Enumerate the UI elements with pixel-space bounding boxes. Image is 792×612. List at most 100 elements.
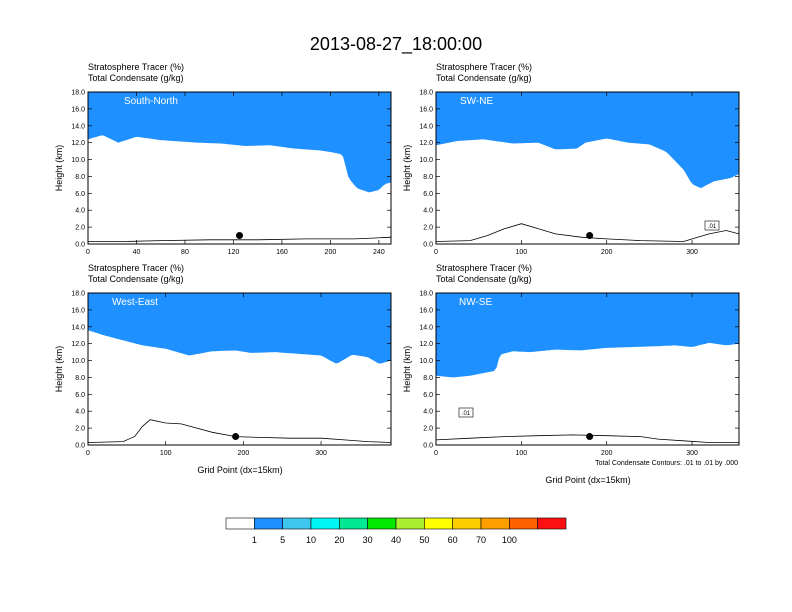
- x-tick-label: 0: [434, 249, 438, 256]
- subtitle-tracer: Stratosphere Tracer (%): [88, 263, 184, 273]
- colorbar-label: 20: [334, 535, 344, 545]
- y-axis-label: Height (km): [54, 346, 64, 393]
- colorbar-swatch: [452, 517, 482, 530]
- subtitle-condensate: Total Condensate (g/kg): [88, 73, 184, 83]
- colorbar-swatch: [395, 517, 425, 530]
- y-tick-label: 8.0: [423, 375, 433, 382]
- y-tick-label: 12.0: [419, 140, 433, 147]
- contour-label-box: [458, 407, 474, 418]
- figure-title: 2013-08-27_18:00:00: [310, 34, 482, 55]
- x-tick-label: 0: [86, 450, 90, 457]
- x-tick-label: 200: [601, 450, 613, 457]
- tracer-band-10: [436, 92, 739, 188]
- tracer-band-10: [88, 293, 391, 364]
- y-tick-label: 0.0: [75, 242, 85, 249]
- subtitle-tracer: Stratosphere Tracer (%): [436, 263, 532, 273]
- subtitle-tracer: Stratosphere Tracer (%): [436, 62, 532, 72]
- x-tick-label: 120: [228, 249, 240, 256]
- y-tick-label: 12.0: [71, 140, 85, 147]
- y-tick-label: 18.0: [71, 291, 85, 298]
- y-tick-label: 0.0: [423, 242, 433, 249]
- location-marker: [586, 232, 594, 240]
- y-tick-label: 4.0: [75, 208, 85, 215]
- contour-label: .01: [708, 224, 717, 230]
- y-tick-label: 8.0: [75, 174, 85, 181]
- y-tick-label: 6.0: [75, 191, 85, 198]
- y-tick-label: 10.0: [419, 358, 433, 365]
- panel-south-north: Stratosphere Tracer (%) Total Condensate…: [54, 62, 392, 256]
- subtitle-condensate: Total Condensate (g/kg): [436, 73, 532, 83]
- y-tick-label: 6.0: [75, 392, 85, 399]
- y-tick-label: 0.0: [423, 443, 433, 450]
- colorbar-label: 10: [306, 535, 316, 545]
- tracer-band-10: [436, 293, 739, 378]
- y-tick-label: 14.0: [419, 123, 433, 130]
- contour-label-box: [704, 220, 720, 231]
- y-tick-label: 16.0: [419, 106, 433, 113]
- x-axis-label: Grid Point (dx=15km): [545, 475, 630, 485]
- colorbar-label: 1: [252, 535, 257, 545]
- colorbar-swatch: [225, 517, 255, 530]
- colorbar-swatch: [480, 517, 510, 530]
- y-tick-label: 14.0: [419, 324, 433, 331]
- y-tick-label: 14.0: [71, 324, 85, 331]
- y-axis-label: Height (km): [54, 145, 64, 192]
- plot-area: 0.0 2.0 4.0 6.0 8.0 10.0 12.0 14.0 16.0 18.0 0 40 80…: [71, 90, 392, 256]
- y-tick-label: 10.0: [71, 157, 85, 164]
- tracer-field: [88, 293, 391, 445]
- colorbar-label: 5: [280, 535, 285, 545]
- terrain: [88, 419, 391, 445]
- colorbar-label: 30: [363, 535, 373, 545]
- contour-label: .01: [462, 411, 471, 417]
- x-tick-label: 100: [160, 450, 172, 457]
- colorbar: 1 5 10 20 30 40 50 60 70 100: [225, 517, 567, 545]
- colorbar-swatch: [537, 517, 567, 530]
- colorbar-swatch: [254, 517, 283, 530]
- x-tick-label: 200: [325, 249, 337, 256]
- colorbar-swatch: [339, 517, 368, 530]
- tracer-field: [88, 92, 391, 244]
- y-tick-label: 10.0: [71, 358, 85, 365]
- y-tick-label: 12.0: [419, 341, 433, 348]
- terrain: [436, 434, 739, 445]
- y-tick-label: 4.0: [423, 409, 433, 416]
- colorbar-swatch: [310, 517, 340, 530]
- y-axis-label: Height (km): [402, 145, 412, 192]
- x-tick-label: 200: [238, 450, 250, 457]
- subtitle-condensate: Total Condensate (g/kg): [436, 274, 532, 284]
- x-tick-label: 300: [686, 249, 698, 256]
- x-tick-label: 160: [276, 249, 288, 256]
- colorbar-label: 40: [391, 535, 401, 545]
- y-tick-label: 10.0: [419, 157, 433, 164]
- panel-label: SW-NE: [460, 96, 493, 107]
- x-tick-label: 240: [373, 249, 385, 256]
- terrain: [436, 223, 739, 244]
- y-tick-label: 4.0: [423, 208, 433, 215]
- panel-sw-ne: Stratosphere Tracer (%) Total Condensate…: [402, 62, 740, 256]
- colorbar-label: 60: [448, 535, 458, 545]
- y-tick-label: 6.0: [423, 392, 433, 399]
- y-tick-label: 12.0: [71, 341, 85, 348]
- colorbar-swatch: [424, 517, 453, 530]
- x-tick-label: 300: [686, 450, 698, 457]
- x-axis-label: Grid Point (dx=15km): [197, 465, 282, 475]
- x-tick-label: 0: [434, 450, 438, 457]
- y-tick-label: 18.0: [419, 90, 433, 97]
- plot-frame: [435, 91, 740, 245]
- y-tick-label: 2.0: [423, 426, 433, 433]
- x-tick-label: 80: [181, 249, 189, 256]
- contour-note: Total Condensate Contours: .01 to .01 by…: [595, 460, 738, 467]
- colorbar-label: 100: [502, 535, 517, 545]
- y-tick-label: 18.0: [419, 291, 433, 298]
- plot-frame: [87, 292, 392, 446]
- y-tick-label: 4.0: [75, 409, 85, 416]
- tracer-field: [436, 293, 739, 445]
- plot-area: 0.0 2.0 4.0 6.0 8.0 10.0 12.0 14.0 16.0 18.0 0 100 2…: [71, 291, 392, 457]
- tracer-band-10: [88, 92, 391, 193]
- plot-frame: [87, 91, 392, 245]
- location-marker: [236, 232, 243, 240]
- location-marker: [586, 433, 594, 441]
- y-axis-label: Height (km): [402, 346, 412, 393]
- y-tick-label: 16.0: [71, 106, 85, 113]
